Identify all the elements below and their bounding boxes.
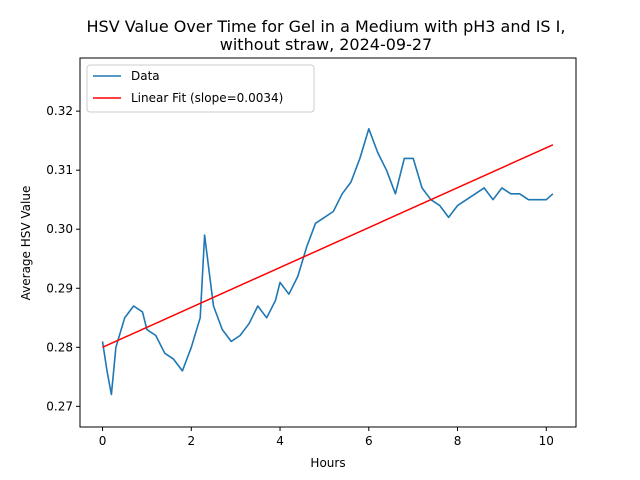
plot-area — [79, 57, 577, 428]
plot-frame — [79, 57, 577, 428]
x-tick-label: 0 — [99, 434, 107, 448]
legend: Data Linear Fit (slope=0.0034) — [86, 64, 315, 113]
y-axis: 0.27 0.28 0.29 0.30 0.31 0.32 — [46, 104, 80, 413]
series-layer — [101, 128, 554, 396]
y-tick-label: 0.32 — [46, 104, 73, 118]
y-tick-label: 0.31 — [46, 163, 73, 177]
y-axis-label: Average HSV Value — [19, 186, 33, 301]
x-axis: 0 2 4 6 8 10 — [99, 427, 554, 448]
x-tick-label: 2 — [187, 434, 195, 448]
legend-box — [86, 64, 315, 113]
series-line-data — [101, 128, 554, 396]
y-tick-label: 0.27 — [46, 399, 73, 413]
plot-background — [80, 58, 576, 427]
x-tick-label: 4 — [276, 434, 284, 448]
y-tick-label: 0.28 — [46, 340, 73, 354]
chart-title-line2: without straw, 2024-09-27 — [220, 35, 432, 54]
x-tick-label: 8 — [454, 434, 462, 448]
x-axis-label: Hours — [310, 456, 345, 470]
x-tick-label: 10 — [539, 434, 554, 448]
y-tick-label: 0.29 — [46, 281, 73, 295]
x-tick-label: 6 — [365, 434, 373, 448]
series-line-linear-fit — [102, 144, 554, 348]
legend-label-fit: Linear Fit (slope=0.0034) — [131, 91, 283, 105]
y-tick-label: 0.30 — [46, 222, 73, 236]
chart-title: HSV Value Over Time for Gel in a Medium … — [87, 17, 566, 36]
legend-label-data: Data — [131, 69, 160, 83]
